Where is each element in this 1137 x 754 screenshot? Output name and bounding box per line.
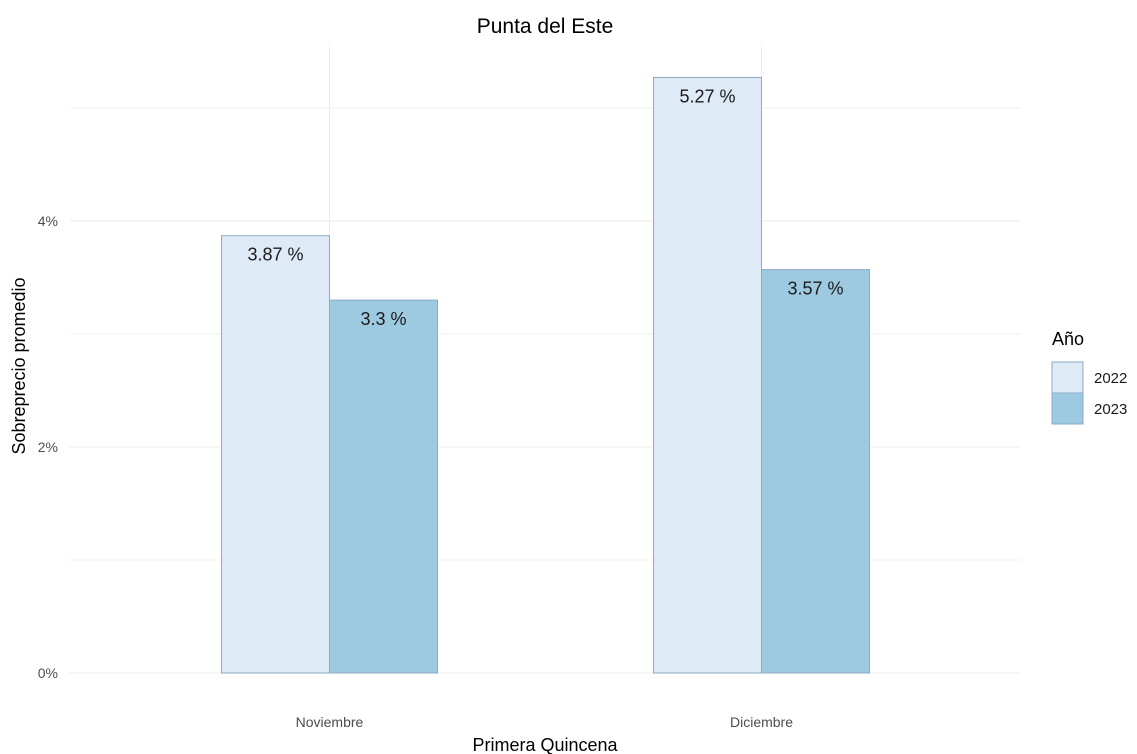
bar-noviembre-2022: [221, 235, 330, 674]
chart-title: Punta del Este: [477, 15, 614, 38]
legend-label-2023: 2023: [1094, 401, 1127, 418]
legend-label-2022: 2022: [1094, 370, 1127, 387]
bar-label-noviembre-2023: 3.3 %: [360, 309, 406, 329]
legend: Año 2022 2023: [1051, 329, 1127, 425]
y-tick-label: 0%: [38, 665, 58, 681]
legend-swatch-2022: [1051, 361, 1084, 394]
legend-title: Año: [1052, 329, 1084, 349]
x-axis-ticks: Noviembre Diciembre: [296, 714, 794, 730]
legend-swatch-2023: [1051, 392, 1084, 425]
bar-label-diciembre-2023: 3.57 %: [787, 279, 843, 299]
bar-diciembre-2023: [761, 269, 870, 674]
gridlines: [70, 47, 1021, 674]
bar-noviembre-2023: [329, 299, 438, 674]
bar-diciembre-2022: [653, 76, 762, 674]
bar-labels: 3.87 % 3.3 % 5.27 % 3.57 %: [247, 86, 843, 329]
x-tick-label: Diciembre: [730, 714, 793, 730]
y-tick-label: 4%: [38, 213, 58, 229]
x-tick-label: Noviembre: [296, 714, 364, 730]
bar-label-diciembre-2022: 5.27 %: [679, 86, 735, 106]
y-axis-title: Sobreprecio promedio: [9, 277, 29, 454]
y-tick-label: 2%: [38, 439, 58, 455]
y-axis-ticks: 0% 2% 4%: [38, 213, 58, 681]
bars: [221, 76, 870, 674]
x-axis-title: Primera Quincena: [472, 735, 618, 754]
bar-label-noviembre-2022: 3.87 %: [247, 245, 303, 265]
